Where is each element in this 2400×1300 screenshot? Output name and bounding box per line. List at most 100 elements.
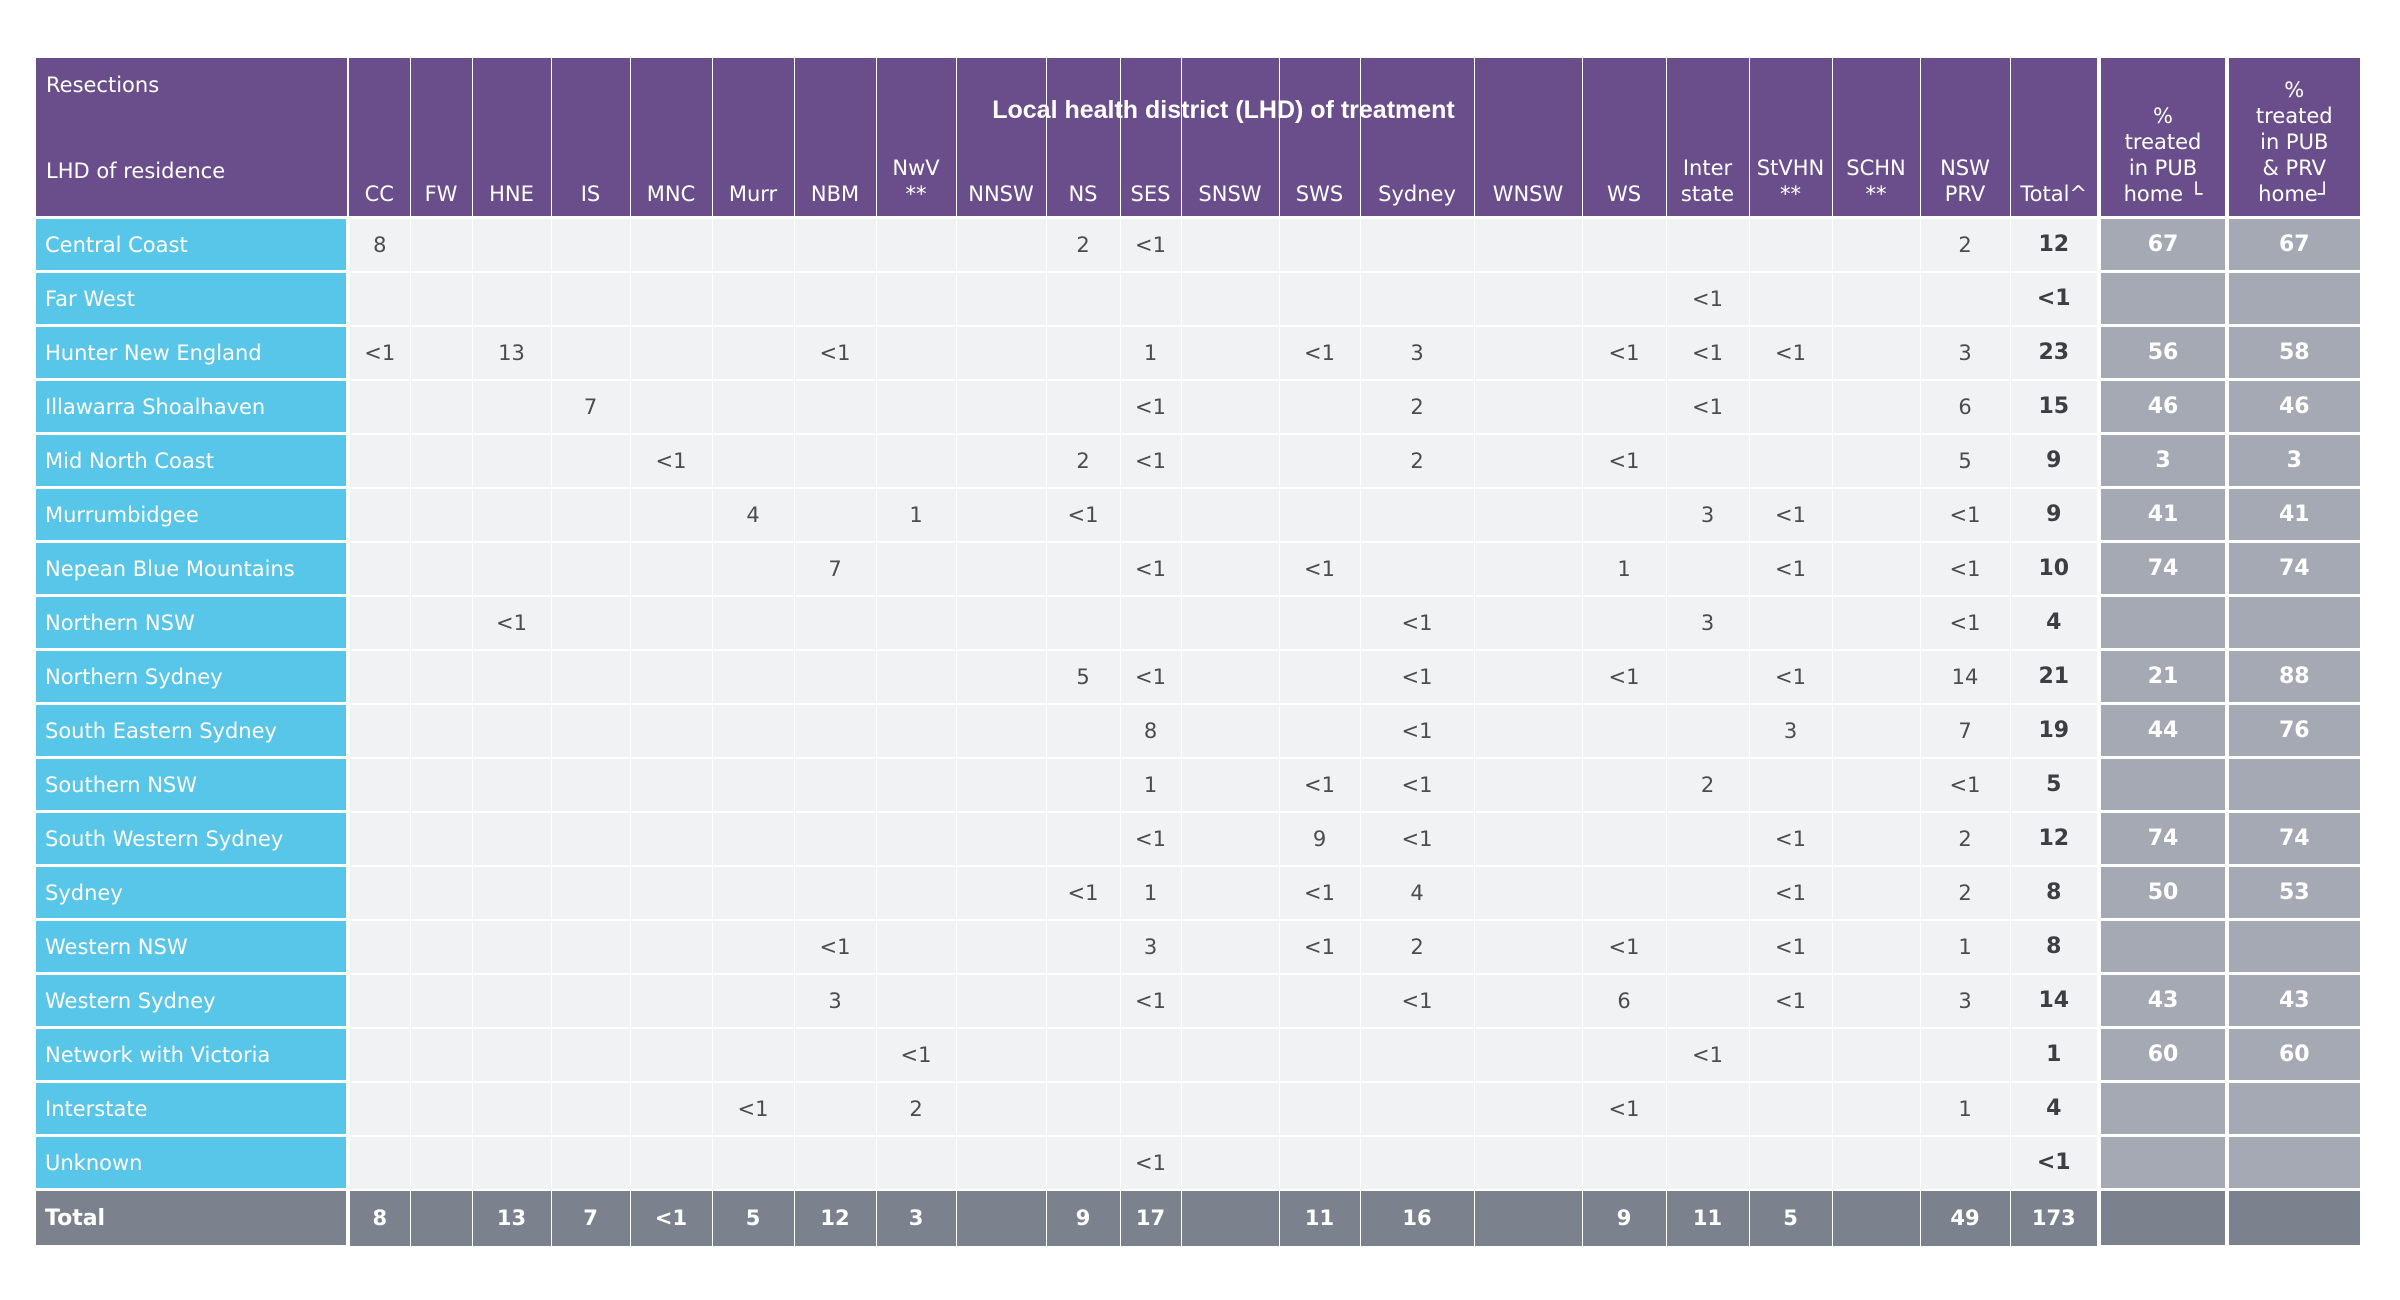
table-cell (1181, 1188, 1280, 1248)
table-cell (1120, 271, 1182, 327)
table-row: Illawarra Shoalhaven 7 <1 2 <1 6 15 46 46 (36, 379, 2361, 435)
table-cell (1120, 1081, 1182, 1137)
pct-pub-prv-cell: 43 (2225, 973, 2361, 1029)
table-cell: <1 (1582, 919, 1667, 975)
table-cell (794, 649, 877, 705)
table-cell: 1 (1120, 325, 1182, 381)
table-cell (1666, 1135, 1750, 1191)
table-cell (1474, 325, 1583, 381)
table-cell: <1 (1582, 1081, 1667, 1137)
table-cell (1279, 1135, 1361, 1191)
table-cell (1360, 541, 1475, 597)
table-cell: 1 (1582, 541, 1667, 597)
table-cell: 13 (472, 1188, 552, 1248)
table-cell (1749, 271, 1833, 327)
pct-pub-cell (2097, 1188, 2228, 1248)
table-cell (956, 379, 1047, 435)
table-cell (876, 757, 957, 813)
table-cell (1474, 919, 1583, 975)
table-cell (876, 433, 957, 489)
table-cell (1474, 433, 1583, 489)
pct-pub-cell: 3 (2097, 433, 2228, 489)
table-cell (876, 811, 957, 867)
table-cell: <1 (1749, 919, 1833, 975)
table-cell: <1 (1666, 1027, 1750, 1083)
total-cell: 19 (2010, 703, 2100, 759)
pct-pub-prv-cell (2225, 757, 2361, 813)
table-cell (1749, 1027, 1833, 1083)
row-label: Murrumbidgee (36, 487, 350, 543)
table-cell: <1 (1120, 1135, 1182, 1191)
table-cell (472, 541, 552, 597)
table-cell: 3 (1666, 595, 1750, 651)
pct-pub-prv-cell: 88 (2225, 649, 2361, 705)
table-row: Unknown <1 <1 (36, 1135, 2361, 1191)
table-cell (1666, 865, 1750, 921)
table-cell (1474, 595, 1583, 651)
table-cell (472, 649, 552, 705)
table-cell (472, 433, 552, 489)
table-cell (876, 1135, 957, 1191)
table-cell: 2 (1666, 757, 1750, 813)
table-cell: 11 (1666, 1188, 1750, 1248)
table-cell (1749, 595, 1833, 651)
table-cell (1046, 271, 1121, 327)
table-cell (1582, 1027, 1667, 1083)
table-cell (1279, 379, 1361, 435)
table-cell (1832, 1081, 1921, 1137)
table-cell (1832, 487, 1921, 543)
pct-pub-prv-cell: 41 (2225, 487, 2361, 543)
table-cell (410, 1027, 473, 1083)
table-cell (630, 973, 713, 1029)
table-row: Nepean Blue Mountains 7 <1 <1 1 <1 <1 10 74 74 (36, 541, 2361, 597)
table-cell: <1 (1279, 865, 1361, 921)
table-cell: 3 (794, 973, 877, 1029)
row-label: Northern Sydney (36, 649, 350, 705)
table-cell (1474, 1027, 1583, 1083)
pct-pub-prv-cell (2225, 919, 2361, 975)
table-cell (551, 973, 631, 1029)
table-cell: <1 (1279, 541, 1361, 597)
table-cell: 14 (1920, 649, 2011, 705)
table-cell: <1 (1920, 757, 2011, 813)
table-cell (1832, 271, 1921, 327)
column-header-hne: HNE (472, 58, 552, 219)
table-cell (1181, 217, 1280, 273)
table-cell (1666, 217, 1750, 273)
table-cell: 9 (1582, 1188, 1667, 1248)
table-cell (712, 379, 795, 435)
table-cell: <1 (1582, 433, 1667, 489)
table-cell (630, 703, 713, 759)
table-cell (348, 703, 411, 759)
table-cell: 2 (1360, 919, 1475, 975)
total-cell: 4 (2010, 595, 2100, 651)
table-cell (1749, 1081, 1833, 1137)
table-cell (956, 1188, 1047, 1248)
table-cell (551, 919, 631, 975)
table-cell (1360, 217, 1475, 273)
table-cell (410, 379, 473, 435)
table-cell (472, 1027, 552, 1083)
table-cell: <1 (1920, 541, 2011, 597)
table-cell (1474, 757, 1583, 813)
column-header-nnsw: NNSW (956, 58, 1047, 219)
table-cell (1582, 217, 1667, 273)
table-cell (794, 487, 877, 543)
pct-pub-cell (2097, 1135, 2228, 1191)
table-cell (551, 217, 631, 273)
table-cell (712, 595, 795, 651)
table-cell (1181, 649, 1280, 705)
table-cell: <1 (630, 1188, 713, 1248)
table-cell: 12 (794, 1188, 877, 1248)
table-cell: <1 (1120, 217, 1182, 273)
table-cell (712, 811, 795, 867)
table-cell: <1 (1582, 649, 1667, 705)
table-cell (348, 1135, 411, 1191)
row-label: South Eastern Sydney (36, 703, 350, 759)
table-cell (1120, 487, 1182, 543)
pct-pub-prv-cell: 74 (2225, 541, 2361, 597)
table-cell (630, 865, 713, 921)
table-cell (1474, 811, 1583, 867)
table-cell (1046, 757, 1121, 813)
